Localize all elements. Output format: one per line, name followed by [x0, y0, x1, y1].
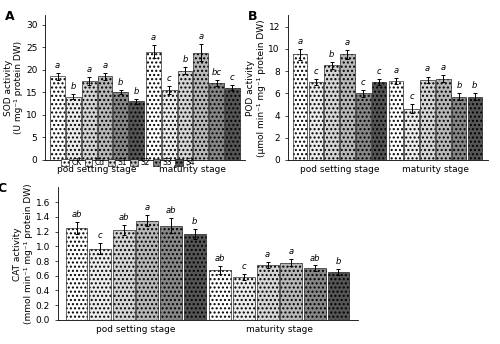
- Text: bc: bc: [212, 68, 222, 77]
- Text: a: a: [102, 61, 108, 70]
- Bar: [178, 71, 192, 160]
- Text: a: a: [151, 33, 156, 42]
- Bar: [113, 230, 135, 320]
- Bar: [420, 80, 435, 160]
- Text: A: A: [5, 10, 15, 23]
- Text: b: b: [329, 50, 334, 59]
- Text: a: a: [145, 203, 150, 212]
- Bar: [468, 97, 482, 160]
- Text: a: a: [345, 38, 350, 47]
- Text: a: a: [288, 247, 294, 256]
- Text: c: c: [167, 74, 172, 83]
- Text: ab: ab: [72, 210, 82, 219]
- Bar: [162, 90, 176, 160]
- Text: a: a: [198, 32, 203, 41]
- Bar: [210, 270, 232, 320]
- Bar: [388, 81, 404, 160]
- Text: b: b: [192, 217, 198, 226]
- Text: ab: ab: [215, 254, 226, 263]
- Bar: [340, 54, 355, 160]
- Bar: [146, 52, 161, 160]
- Bar: [82, 81, 96, 160]
- Bar: [66, 97, 81, 160]
- Text: a: a: [441, 63, 446, 72]
- Bar: [356, 93, 370, 160]
- Bar: [184, 234, 206, 320]
- Text: ab: ab: [118, 213, 129, 222]
- Y-axis label: CAT activity
(mmol min⁻¹ mg⁻¹ protein DW): CAT activity (mmol min⁻¹ mg⁻¹ protein DW…: [14, 183, 32, 324]
- Bar: [160, 226, 182, 320]
- Y-axis label: SOD activity
(U mg⁻¹ protein DW): SOD activity (U mg⁻¹ protein DW): [4, 41, 23, 134]
- Bar: [372, 82, 386, 160]
- Bar: [89, 249, 111, 320]
- Bar: [293, 54, 308, 160]
- Bar: [280, 262, 302, 320]
- Text: c: c: [98, 232, 102, 240]
- Y-axis label: POD activity
(μmol min⁻¹ mg⁻¹ protein DW): POD activity (μmol min⁻¹ mg⁻¹ protein DW…: [246, 19, 266, 157]
- Text: a: a: [394, 66, 398, 75]
- Text: ab: ab: [310, 254, 320, 262]
- Bar: [304, 268, 326, 320]
- Bar: [233, 277, 255, 320]
- Text: b: b: [134, 87, 139, 96]
- Bar: [324, 65, 339, 160]
- Legend: CK, Cd, S1, S2, S3, S4: CK, Cd, S1, S2, S3, S4: [62, 158, 195, 167]
- Bar: [136, 221, 158, 320]
- Text: B: B: [248, 10, 257, 23]
- Bar: [129, 101, 144, 160]
- Text: C: C: [0, 182, 6, 195]
- Text: b: b: [70, 82, 76, 91]
- Text: b: b: [472, 81, 478, 90]
- Bar: [210, 83, 224, 160]
- Text: c: c: [230, 73, 234, 82]
- Text: c: c: [410, 92, 414, 101]
- Bar: [256, 265, 278, 320]
- Text: a: a: [86, 65, 92, 74]
- Bar: [328, 272, 349, 320]
- Text: a: a: [425, 64, 430, 73]
- Bar: [50, 76, 65, 160]
- Bar: [114, 92, 128, 160]
- Text: b: b: [336, 257, 341, 266]
- Text: b: b: [118, 78, 124, 87]
- Text: b: b: [456, 81, 462, 90]
- Bar: [66, 228, 88, 320]
- Text: b: b: [182, 55, 188, 64]
- Text: c: c: [361, 78, 366, 87]
- Bar: [308, 82, 323, 160]
- Text: a: a: [265, 250, 270, 259]
- Text: ab: ab: [166, 206, 176, 215]
- Text: c: c: [376, 67, 382, 76]
- Bar: [98, 76, 112, 160]
- Text: a: a: [298, 37, 302, 46]
- Text: a: a: [55, 61, 60, 69]
- Text: c: c: [242, 262, 246, 271]
- Bar: [404, 109, 419, 160]
- Bar: [194, 53, 208, 160]
- Bar: [436, 79, 450, 160]
- Text: c: c: [314, 67, 318, 76]
- Bar: [225, 88, 240, 160]
- Bar: [452, 97, 466, 160]
